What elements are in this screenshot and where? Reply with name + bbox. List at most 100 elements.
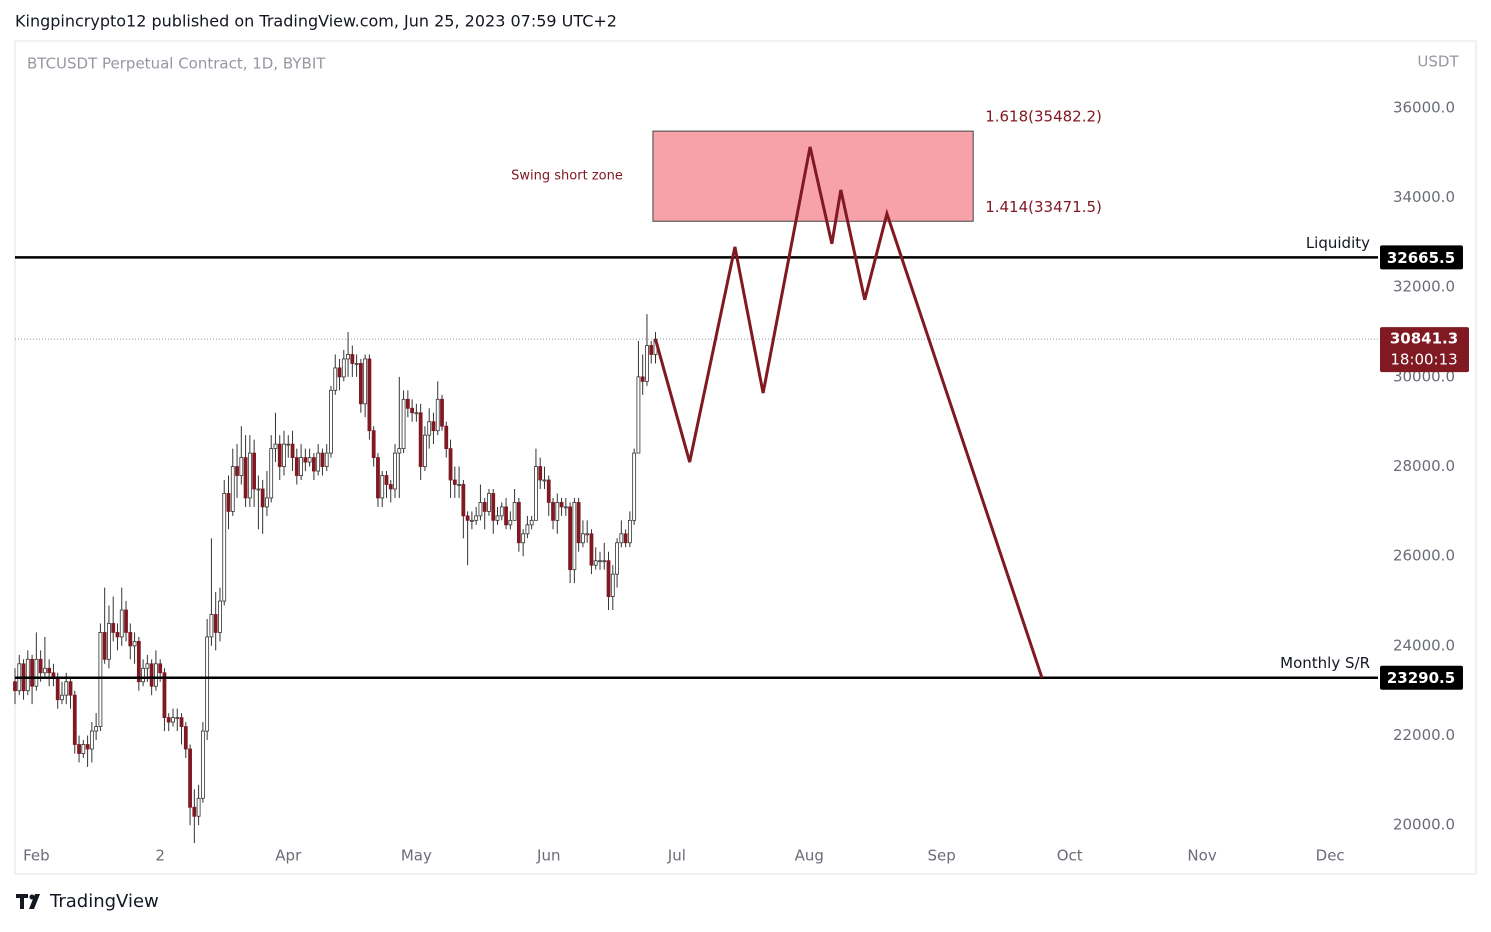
y-tick-label: 24000.0 [1393, 636, 1455, 654]
level-name: Monthly S/R [1280, 654, 1370, 672]
candle-body [145, 663, 150, 669]
fib-label: 1.414(33471.5) [985, 198, 1102, 216]
candle-body [380, 475, 385, 499]
candle-body [478, 502, 483, 517]
candle-body [358, 363, 363, 405]
publish-header: Kingpincrypto12 published on TradingView… [15, 12, 617, 31]
candle-body [371, 430, 376, 458]
y-tick-label: 28000.0 [1393, 457, 1455, 475]
candle-body [196, 797, 201, 817]
candle-body [179, 717, 184, 727]
countdown-label: 18:00:13 [1390, 351, 1457, 369]
candle-body [384, 475, 389, 485]
candle-body [516, 502, 521, 544]
level-name: Liquidity [1306, 234, 1370, 252]
candle-body [551, 502, 555, 521]
candle-body [85, 744, 90, 750]
candle-body [77, 744, 81, 754]
candle-body [542, 479, 547, 482]
x-tick-label: Sep [927, 847, 955, 865]
x-tick-label: Dec [1316, 847, 1345, 865]
candle-body [269, 448, 274, 499]
candle-body [649, 345, 654, 355]
x-tick-label: Apr [275, 847, 302, 865]
candle-body [324, 452, 329, 467]
candle-body [610, 573, 615, 597]
price-tag [1380, 665, 1463, 690]
candle-body [30, 658, 34, 687]
candle-body [188, 748, 192, 808]
x-tick-label: Jul [667, 847, 686, 865]
candle-body [576, 502, 581, 544]
candle-body [141, 667, 145, 683]
candle-body [435, 398, 440, 432]
x-tick-label: May [401, 847, 432, 865]
candle-body [273, 443, 278, 450]
swing-short-zone [652, 130, 974, 222]
y-tick-label: 26000.0 [1393, 547, 1455, 565]
candle-body [329, 389, 333, 454]
candle-body [341, 358, 346, 378]
candle-body [354, 363, 359, 365]
candle-body [350, 354, 355, 364]
candle-body [602, 560, 607, 563]
candle-body [235, 466, 239, 476]
x-tick-label: Nov [1187, 847, 1216, 865]
candle-body [645, 345, 649, 382]
candle-body [525, 524, 530, 535]
candle-body [171, 717, 175, 723]
candle-body [47, 667, 52, 674]
candle-body [593, 560, 598, 566]
candle-body [431, 421, 436, 432]
candle-body [346, 354, 350, 360]
candle-body [487, 493, 491, 512]
last-price-label: 30841.3 [1390, 330, 1458, 348]
candle-body [222, 493, 227, 602]
candle-body [474, 515, 479, 521]
candle-body [124, 609, 128, 633]
candle-body [401, 398, 406, 450]
candle-body [25, 658, 30, 692]
candle-body [55, 676, 60, 701]
candle-body [640, 376, 645, 382]
candle-body [572, 502, 577, 571]
candle-body [166, 717, 171, 723]
candle-body [294, 457, 299, 476]
candle-body [136, 640, 141, 683]
price-unit: USDT [1417, 53, 1459, 71]
candle-body [563, 506, 568, 509]
candle-body [128, 632, 133, 647]
candle-body [213, 614, 218, 633]
candle-body [405, 398, 410, 409]
candle-body [72, 694, 77, 745]
candle-body [38, 658, 43, 674]
candle-body [482, 502, 487, 512]
y-tick-label: 32000.0 [1393, 278, 1455, 296]
candle-body [218, 600, 222, 633]
chart-frame [14, 40, 1477, 875]
candle-body [158, 663, 163, 674]
y-tick-label: 34000.0 [1393, 188, 1455, 206]
tv-logo [16, 894, 40, 909]
x-tick-label: Jun [536, 847, 560, 865]
candle-body [102, 632, 107, 660]
candle-body [34, 658, 39, 687]
brand: TradingView [49, 891, 159, 912]
candle-body [508, 519, 513, 526]
candle-body [418, 412, 423, 467]
candle-body [115, 632, 120, 638]
candle-body [538, 466, 543, 481]
candle-body [277, 443, 282, 467]
candle-body [307, 457, 312, 463]
candle-body [606, 560, 611, 597]
candle-body [448, 448, 453, 481]
candle-body [581, 533, 585, 544]
candle-body [81, 744, 86, 754]
last-price-tag [1380, 327, 1469, 373]
candle-body [111, 623, 116, 633]
candle-body [303, 457, 308, 463]
candle-body [376, 457, 380, 499]
candle-body [491, 493, 496, 521]
candle-body [534, 466, 538, 521]
candle-body [68, 681, 73, 696]
